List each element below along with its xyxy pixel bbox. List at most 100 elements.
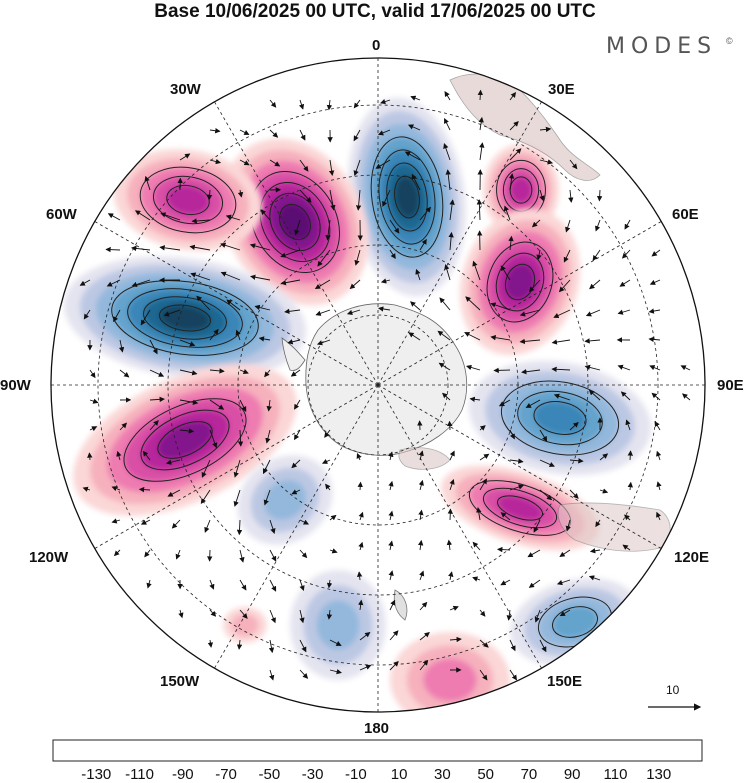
colorbar-frame (52, 739, 703, 762)
wind-arrow (191, 218, 211, 224)
wind-arrow (649, 365, 661, 371)
latitude-circle (307, 314, 449, 456)
wind-arrow (201, 459, 211, 478)
wind-arrow (419, 570, 425, 581)
meridian-line (214, 101, 379, 386)
wind-arrow (490, 334, 511, 341)
wind-arrow (585, 309, 601, 317)
wind-arrow (521, 369, 541, 375)
wind-arrow (359, 631, 371, 641)
wind-arrow (299, 639, 307, 653)
wind-arrow (239, 549, 245, 563)
wind-arrow (321, 458, 331, 464)
wind-arrow (649, 279, 661, 285)
wind-arrow (299, 609, 305, 624)
wind-arrow (269, 99, 277, 108)
wind-arrow (621, 249, 631, 259)
wind-arrow (269, 159, 281, 167)
contour-level (394, 176, 420, 218)
wind-arrow (354, 249, 361, 266)
wind-arrow (388, 480, 394, 491)
wind-arrow (237, 429, 244, 447)
wind-arrow (250, 274, 271, 281)
lon-label-90e: 90E (717, 377, 744, 394)
wind-arrow (506, 609, 512, 621)
wind-arrow (449, 199, 455, 221)
contour-line (500, 380, 620, 456)
wind-arrow (165, 459, 181, 465)
wind-arrow (294, 429, 301, 441)
wind-arrow (280, 279, 301, 286)
antarctica (305, 303, 468, 456)
wind-arrow (239, 609, 248, 619)
wind-arrow (233, 489, 241, 507)
wind-arrow (680, 365, 691, 371)
wind-arrow (500, 579, 511, 586)
wind-arrow (200, 489, 211, 505)
wind-arrow (388, 510, 394, 521)
contour-level (423, 658, 477, 702)
wind-arrow (389, 249, 396, 260)
wind-arrow (490, 302, 511, 311)
wind-arrow (584, 338, 601, 344)
wind-arrow (404, 151, 421, 161)
wind-arrow (179, 369, 198, 376)
anomaly-light-blue-south (290, 570, 386, 680)
wind-arrow (464, 332, 481, 341)
wind-arrow (509, 429, 515, 440)
wind-arrow (389, 599, 396, 611)
wind-arrow (237, 189, 244, 198)
wind-arrow (206, 189, 213, 201)
wind-arrow (325, 219, 331, 241)
wind-arrow (107, 213, 121, 221)
anomaly-pink-south (390, 632, 510, 712)
wind-arrow (249, 243, 271, 251)
wind-arrow (539, 639, 547, 653)
wind-arrow (119, 369, 130, 378)
contour-line (386, 162, 428, 232)
wind-arrow (651, 249, 661, 257)
wind-arrow (171, 519, 181, 529)
wind-arrow (236, 639, 243, 650)
wind-arrow (377, 129, 391, 136)
wind-arrow (294, 219, 301, 236)
wind-arrow (569, 489, 579, 499)
wind-arrow (472, 541, 481, 551)
wind-arrow (178, 609, 184, 619)
wind-arrow (111, 518, 121, 524)
wind-arrow (380, 99, 391, 105)
wind-arrow (149, 369, 165, 377)
contour-level (231, 613, 259, 637)
colorbar-tick-label: -70 (215, 766, 237, 783)
contour-line (378, 149, 436, 245)
wind-arrow (140, 519, 151, 525)
wind-arrow (479, 453, 490, 461)
wind-arrow (539, 459, 555, 467)
wind-arrow (239, 129, 250, 135)
wind-arrow (533, 519, 541, 533)
wind-arrow (268, 639, 275, 654)
colorbar-tick-label: -10 (345, 766, 367, 783)
wind-arrow (568, 189, 574, 203)
wind-arrow (233, 459, 241, 478)
wind-arrow (656, 511, 662, 521)
wind-arrow (105, 246, 121, 253)
wind-arrow (472, 576, 481, 582)
colorbar-tick-label: 70 (520, 766, 538, 783)
wind-arrow (531, 219, 541, 228)
wind-arrow (508, 235, 514, 251)
contour-line (269, 192, 321, 252)
meridian-line (377, 384, 662, 549)
wind-arrow (131, 279, 151, 288)
wind-arrow (388, 540, 394, 551)
wind-arrow (556, 579, 571, 586)
wind-arrow (534, 609, 541, 623)
wind-arrow (355, 189, 362, 211)
wind-arrow (539, 159, 554, 165)
wind-arrow (326, 99, 333, 111)
antarctic-peninsula (281, 337, 306, 371)
wind-arrow (209, 399, 225, 410)
wind-arrow (329, 514, 337, 521)
wind-arrow (298, 99, 305, 110)
wind-arrow (627, 450, 633, 461)
